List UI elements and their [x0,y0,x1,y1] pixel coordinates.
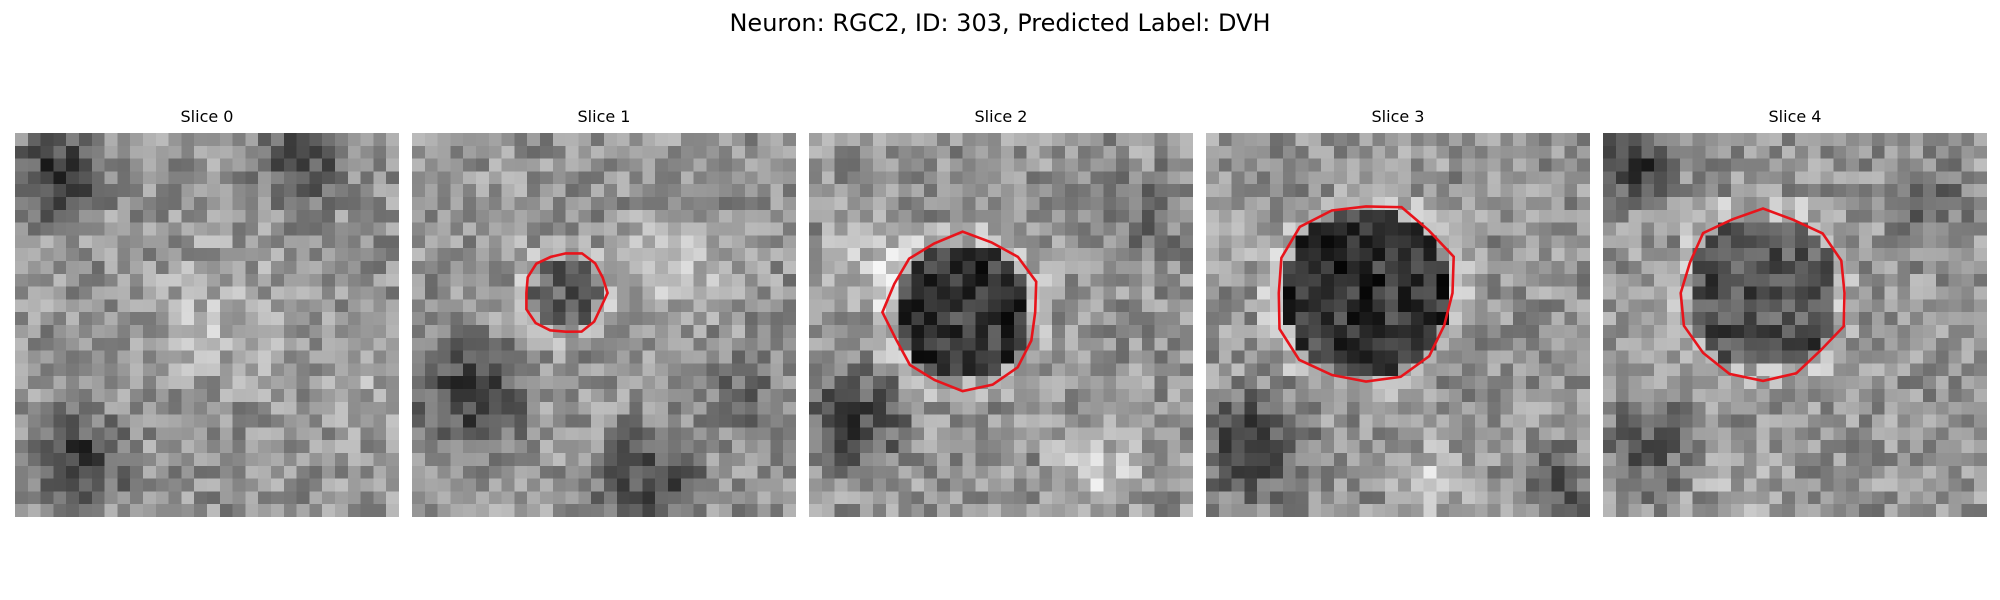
slice-pixel-grid [412,133,796,517]
slice-image [1603,133,1987,517]
slice-title: Slice 2 [974,107,1028,126]
cell-contour [1277,205,1456,383]
slice-title: Slice 4 [1768,107,1822,126]
slice-title: Slice 1 [577,107,631,126]
slice-image [412,133,796,517]
slice-title: Slice 3 [1371,107,1425,126]
cell-contour [880,230,1038,393]
slice-image [809,133,1193,517]
cell-contour [525,252,609,334]
slice-image [1206,133,1590,517]
slice-pixel-grid [809,133,1193,517]
slice-image [15,133,399,517]
slice-title: Slice 0 [180,107,234,126]
cell-contour [1679,207,1846,383]
slice-pixel-grid [1603,133,1987,517]
figure-title: Neuron: RGC2, ID: 303, Predicted Label: … [729,9,1271,37]
slice-pixel-grid [1206,133,1590,517]
slice-pixel-grid [15,133,399,517]
